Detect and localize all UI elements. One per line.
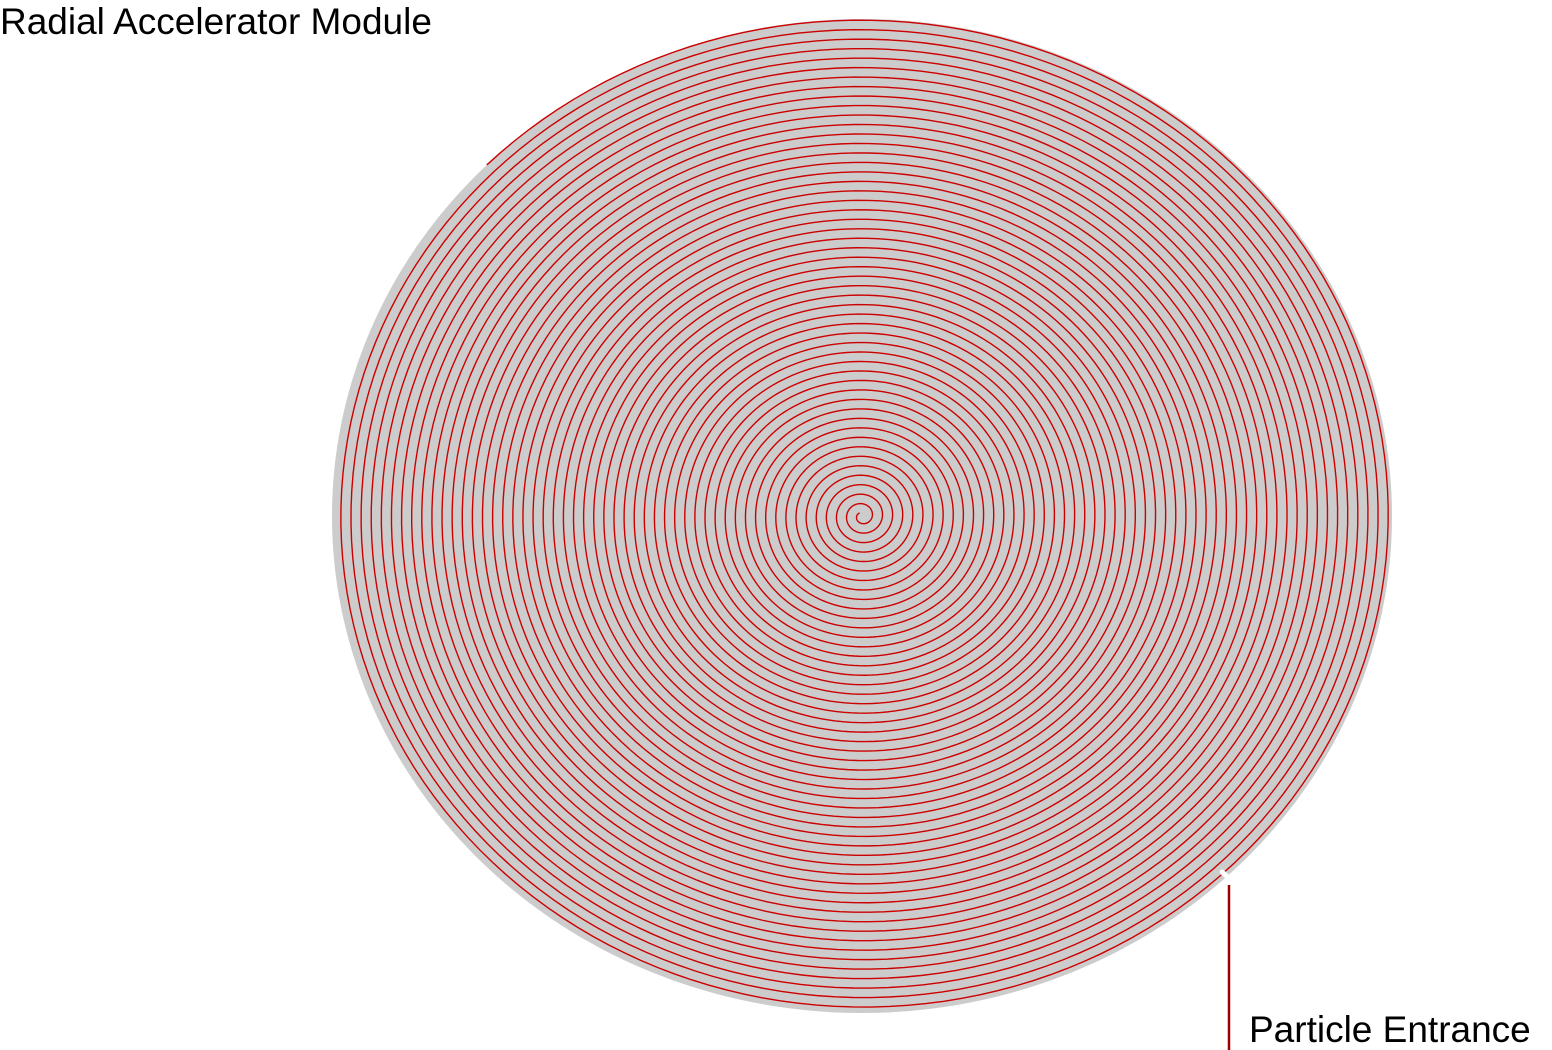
entrance-channel [1219,869,1234,883]
accelerator-disk [332,19,1392,1013]
diagram-title: Radial Accelerator Module [0,1,432,42]
accelerator-spiral-path [340,19,1389,1008]
particle-entrance-label: Particle Entrance [1249,1009,1531,1050]
accelerator-spiral-group [332,19,1392,1013]
